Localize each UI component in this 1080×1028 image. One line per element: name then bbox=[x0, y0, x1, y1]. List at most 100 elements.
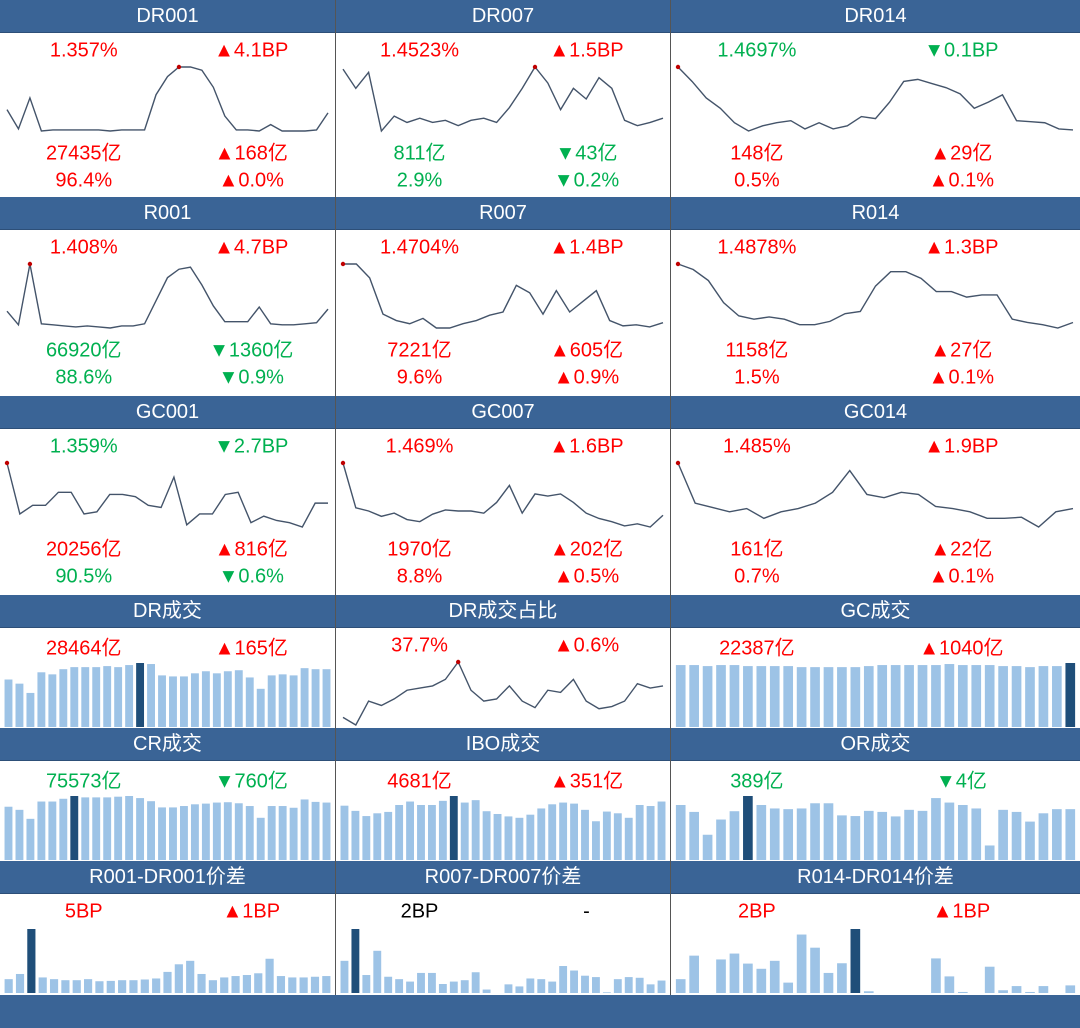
stat-value: 1.469% bbox=[385, 435, 454, 458]
bar bbox=[49, 979, 59, 993]
bar bbox=[300, 668, 309, 727]
bar bbox=[581, 975, 589, 993]
bar bbox=[4, 679, 13, 727]
bar bbox=[493, 813, 502, 860]
sparkline bbox=[6, 263, 329, 329]
bar bbox=[613, 813, 622, 860]
bar bbox=[1052, 809, 1062, 860]
bar bbox=[863, 810, 874, 860]
bar bbox=[837, 815, 847, 860]
stat-change: ▲165亿 bbox=[214, 637, 288, 660]
bar-highlight bbox=[136, 663, 145, 727]
bar bbox=[716, 665, 726, 727]
stat-change: ▼43亿 bbox=[555, 142, 618, 165]
bar bbox=[984, 966, 995, 993]
stat-change: ▲605亿 bbox=[549, 339, 624, 362]
bar bbox=[850, 667, 861, 727]
bar bbox=[256, 688, 265, 727]
bar bbox=[103, 797, 112, 860]
bar bbox=[84, 979, 93, 993]
bar bbox=[591, 821, 600, 860]
bar bbox=[15, 683, 24, 727]
stat-value: 88.6% bbox=[55, 366, 113, 389]
stat-value: 1.4523% bbox=[380, 39, 459, 62]
bar bbox=[234, 803, 243, 860]
bar bbox=[1038, 986, 1049, 993]
panel-title: OR成交 bbox=[671, 728, 1080, 761]
panel-title: R014-DR014价差 bbox=[671, 861, 1080, 894]
stat-change: ▲1BP bbox=[222, 900, 281, 923]
bar bbox=[106, 980, 115, 993]
stat-value: 96.4% bbox=[55, 169, 113, 192]
bar-chart bbox=[675, 796, 1076, 860]
sparkline bbox=[6, 66, 329, 132]
stat-change: ▲0.9% bbox=[553, 366, 620, 389]
bar bbox=[322, 802, 331, 860]
bar-panel: 4681亿 ▲351亿 bbox=[336, 761, 670, 861]
bar bbox=[657, 801, 666, 860]
stat-value: 0.7% bbox=[734, 565, 780, 588]
stat-change: ▲1.4BP bbox=[549, 236, 624, 259]
stat-value: 4681亿 bbox=[387, 770, 452, 793]
bar bbox=[427, 804, 436, 860]
bar-panel: 28464亿 ▲165亿 bbox=[0, 628, 335, 728]
sparkline-panel: 1.485% ▲1.9BP 161亿 ▲22亿 0.7% ▲0.1% bbox=[671, 429, 1080, 594]
bar bbox=[570, 803, 579, 860]
bar bbox=[877, 811, 888, 860]
bar bbox=[438, 800, 447, 860]
panel-title: GC001 bbox=[0, 396, 335, 429]
highlight-marker bbox=[340, 460, 346, 466]
bar bbox=[118, 980, 127, 993]
stat-value: 37.7% bbox=[391, 634, 448, 657]
panel-title: R007-DR007价差 bbox=[336, 861, 670, 894]
bar bbox=[998, 666, 1008, 727]
stat-change: ▲168亿 bbox=[214, 142, 288, 165]
bar bbox=[675, 804, 686, 860]
bar bbox=[646, 984, 655, 993]
bar bbox=[427, 972, 436, 993]
stat-change: ▲816亿 bbox=[214, 538, 288, 561]
bar bbox=[689, 811, 699, 860]
bar bbox=[837, 963, 847, 993]
bar bbox=[729, 811, 740, 860]
bar bbox=[1025, 821, 1035, 860]
panel-title: CR成交 bbox=[0, 728, 335, 761]
stat-value: 1.5% bbox=[734, 366, 780, 389]
sparkline-chart bbox=[675, 261, 1074, 329]
stat-change: ▲27亿 bbox=[930, 339, 993, 362]
bar bbox=[756, 968, 767, 993]
stat-change: ▲0.6% bbox=[553, 634, 620, 657]
bar bbox=[384, 811, 393, 860]
bar bbox=[769, 808, 780, 860]
panel-title: DR014 bbox=[671, 0, 1080, 33]
bar bbox=[438, 984, 447, 993]
bar bbox=[570, 970, 579, 993]
stat-value: 1.4878% bbox=[717, 236, 797, 259]
bar bbox=[635, 804, 644, 860]
bar bbox=[504, 984, 513, 993]
bar bbox=[48, 674, 57, 727]
bar bbox=[278, 674, 287, 727]
bar bbox=[702, 666, 713, 727]
bar bbox=[689, 665, 699, 727]
bar bbox=[220, 977, 229, 993]
bar bbox=[1038, 813, 1049, 860]
bar bbox=[675, 665, 686, 727]
stat-change: ▲1.3BP bbox=[924, 236, 999, 259]
panel-title: DR成交占比 bbox=[336, 595, 670, 628]
bar-highlight bbox=[1065, 663, 1076, 727]
bar bbox=[810, 947, 820, 993]
bar bbox=[70, 667, 79, 727]
bar bbox=[242, 975, 251, 993]
bar bbox=[245, 677, 254, 727]
bar bbox=[944, 664, 955, 727]
highlight-marker bbox=[675, 261, 681, 267]
bar bbox=[537, 979, 546, 993]
bar bbox=[406, 801, 415, 860]
bar bbox=[289, 675, 298, 727]
stat-value: 161亿 bbox=[730, 538, 784, 561]
bar bbox=[863, 991, 874, 993]
stat-value: 5BP bbox=[64, 900, 103, 923]
highlight-marker bbox=[532, 64, 538, 70]
bar bbox=[998, 990, 1008, 993]
